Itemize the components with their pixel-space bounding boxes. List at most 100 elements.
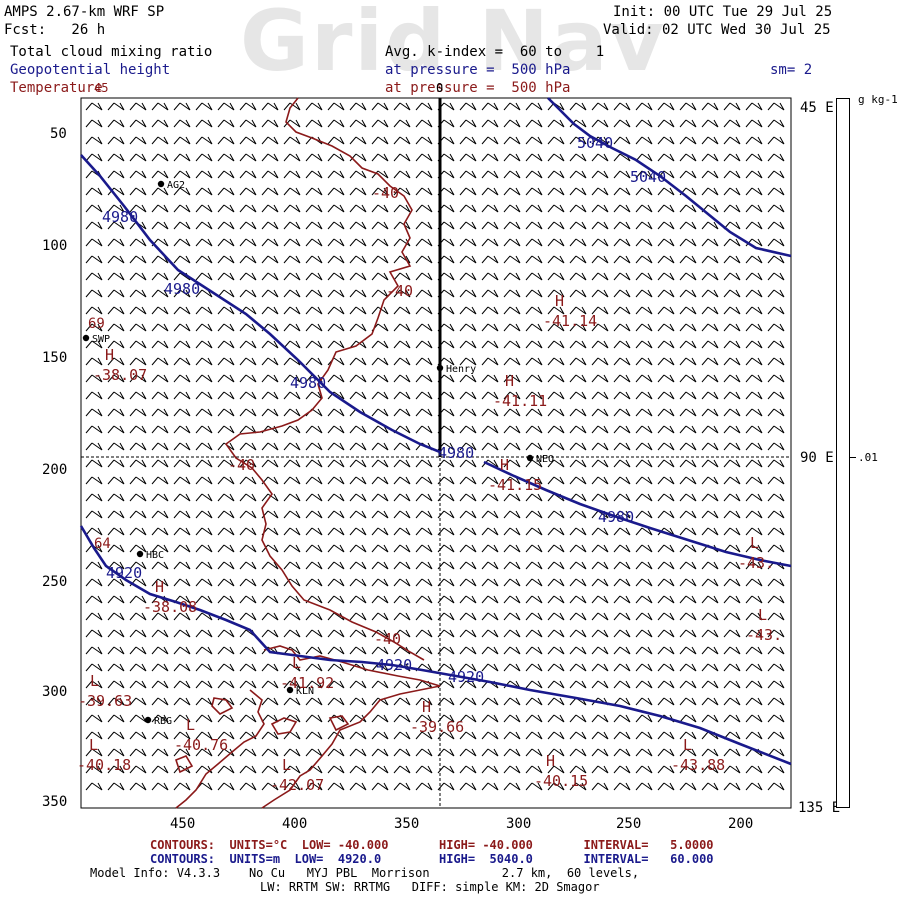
station-marker-neo — [526, 454, 534, 462]
station-marker-kln — [286, 686, 294, 694]
edge-label: 0 — [436, 81, 443, 95]
pressure-level-height: at pressure = 500 hPa — [385, 62, 571, 78]
temp-contour-info: CONTOURS: UNITS=°C LOW= -40.000 HIGH= -4… — [150, 838, 714, 852]
height-contours — [79, 97, 792, 766]
extremum-value: -38.07 — [93, 366, 147, 384]
height-contour-info: CONTOURS: UNITS=m LOW= 4920.0 HIGH= 5040… — [150, 852, 714, 866]
temp-contour-label: -40 — [372, 184, 399, 202]
x-tick-400: 400 — [282, 816, 308, 832]
extremum-value: -40.18 — [77, 756, 131, 774]
extremum-value: -39.66 — [410, 718, 464, 736]
lon-label-135e: 135 E — [798, 800, 841, 816]
extremum-letter: H — [500, 456, 509, 474]
y-tick-300: 300 — [42, 684, 68, 700]
colorbar — [836, 98, 850, 808]
smoothing-label: sm= 2 — [770, 62, 813, 78]
lon-label-45e: 45 E — [800, 100, 834, 116]
station-label-hbc: HBC — [146, 550, 164, 561]
extremum-value: -43.88 — [671, 756, 725, 774]
edge-label: 69 — [88, 316, 105, 332]
extremum-letter: L — [90, 672, 99, 690]
height-contour-label: 4920 — [376, 656, 412, 674]
temp-contour-label: -40 — [228, 456, 255, 474]
station-marker-hbc — [136, 550, 144, 558]
valid-time: Valid: 02 UTC Wed 30 Jul 25 — [603, 22, 831, 38]
extremum-value: -43. — [746, 626, 782, 644]
field-cloud-mixing: Total cloud mixing ratio — [10, 44, 213, 60]
station-label-henry: Henry — [446, 364, 476, 375]
extremum-value: -41.11 — [493, 392, 547, 410]
height-contour-label: 4920 — [448, 668, 484, 686]
field-geopotential: Geopotential height — [10, 62, 171, 78]
physics-info: LW: RRTM SW: RRTMG DIFF: simple KM: 2D S… — [260, 880, 600, 894]
extremum-letter: H — [105, 346, 114, 364]
gridnav-watermark: Grid Nav — [240, 0, 667, 90]
height-contour-label: 5040 — [630, 168, 666, 186]
height-contour-label: 4980 — [102, 208, 138, 226]
y-tick-150: 150 — [42, 350, 68, 366]
y-tick-100: 100 — [42, 238, 68, 254]
pressure-level-temp: at pressure = 500 hPa — [385, 80, 571, 96]
station-marker-rbg — [144, 716, 152, 724]
extremum-letter: L — [282, 756, 291, 774]
colorbar-unit: g kg-1 — [858, 93, 898, 106]
lon-label-90e: 90 E — [800, 450, 834, 466]
extremum-letter: L — [292, 654, 301, 672]
wind-barbs — [85, 102, 785, 791]
extremum-letter: L — [683, 736, 692, 754]
init-time: Init: 00 UTC Tue 29 Jul 25 — [613, 4, 833, 20]
extremum-letter: H — [555, 292, 564, 310]
model-title: AMPS 2.67-km WRF SP — [4, 4, 165, 20]
extremum-value: -41.15 — [488, 476, 542, 494]
extremum-value: -41.92 — [280, 674, 334, 692]
x-tick-300: 300 — [506, 816, 532, 832]
y-tick-50: 50 — [50, 126, 67, 142]
extremum-value: -41.14 — [543, 312, 597, 330]
x-tick-200: 200 — [728, 816, 754, 832]
extremum-letter: H — [546, 752, 555, 770]
extremum-letter: L — [186, 716, 195, 734]
extremum-letter: H — [155, 578, 164, 596]
y-tick-250: 250 — [42, 574, 68, 590]
height-contour-label: 4980 — [438, 444, 474, 462]
height-contour-label: 4920 — [106, 564, 142, 582]
model-info: Model Info: V4.3.3 No Cu MYJ PBL Morriso… — [90, 866, 640, 880]
height-contour-label: 4980 — [164, 280, 200, 298]
height-contour-label: 4980 — [290, 374, 326, 392]
y-tick-200: 200 — [42, 462, 68, 478]
x-tick-350: 350 — [394, 816, 420, 832]
station-label-ag2: AG2 — [167, 180, 185, 191]
station-label-rbg: RBG — [154, 716, 172, 727]
x-tick-450: 450 — [170, 816, 196, 832]
station-marker-swp — [82, 334, 90, 342]
height-contour-label: 5040 — [577, 134, 613, 152]
x-tick-250: 250 — [616, 816, 642, 832]
temp-contour-label: -40 — [374, 630, 401, 648]
y-tick-350: 350 — [42, 794, 68, 810]
extremum-letter: L — [89, 736, 98, 754]
temp-contour-label: -40 — [386, 282, 413, 300]
colorbar-label: .01 — [858, 451, 878, 464]
station-label-kln: KLN — [296, 686, 314, 697]
extremum-value: -40.76 — [174, 736, 228, 754]
extremum-letter: H — [422, 698, 431, 716]
station-marker-henry — [436, 364, 444, 372]
station-marker-ag2 — [157, 180, 165, 188]
extremum-value: -40.15 — [534, 772, 588, 790]
extremum-letter: H — [505, 372, 514, 390]
extremum-value: -43. — [738, 554, 774, 572]
edge-label: 64 — [94, 536, 111, 552]
edge-label: 45 — [94, 81, 108, 95]
field-temperature: Temperature — [10, 80, 103, 96]
extremum-value: -39.63 — [78, 692, 132, 710]
extremum-value: -38.08 — [143, 598, 197, 616]
station-label-neo: NEO — [536, 454, 554, 465]
plot-frame — [80, 97, 792, 809]
colorbar-tick — [850, 457, 856, 458]
forecast-hour: Fcst: 26 h — [4, 22, 106, 38]
temperature-contours — [175, 97, 441, 809]
k-index-range: Avg. k-index = 60 to 1 — [385, 44, 605, 60]
extremum-letter: L — [758, 606, 767, 624]
height-contour-label: 4980 — [598, 508, 634, 526]
